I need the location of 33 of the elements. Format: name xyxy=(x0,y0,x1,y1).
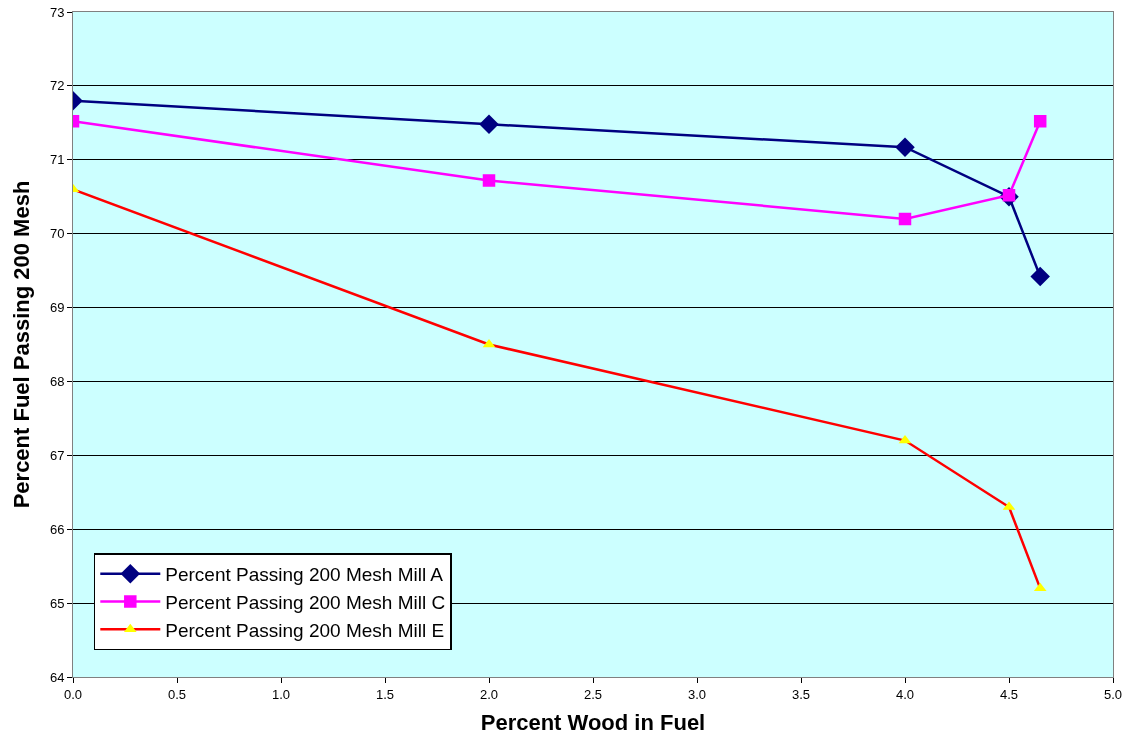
x-tick-label: 2.0 xyxy=(479,686,499,702)
y-tick-label: 72 xyxy=(49,78,65,94)
y-tick-label: 65 xyxy=(49,595,65,611)
y-tick-label: 70 xyxy=(49,226,65,242)
legend-label: Percent Passing 200 Mesh Mill E xyxy=(165,619,445,641)
y-tick-label: 68 xyxy=(49,373,65,389)
x-tick-label: 0.0 xyxy=(63,686,83,702)
x-tick-label: 4.5 xyxy=(999,686,1019,702)
x-tick-label: 1.0 xyxy=(271,686,291,702)
legend-label: Percent Passing 200 Mesh Mill C xyxy=(165,591,446,613)
x-tick-label: 4.0 xyxy=(895,686,915,702)
y-tick-label: 67 xyxy=(49,447,65,463)
x-tick-label: 5.0 xyxy=(1103,686,1123,702)
x-tick-label: 0.5 xyxy=(167,686,187,702)
x-tick-label: 3.5 xyxy=(791,686,811,702)
point xyxy=(895,137,915,157)
x-tick-label: 3.0 xyxy=(687,686,707,702)
y-tick-label: 69 xyxy=(49,300,65,316)
y-axis-title: Percent Fuel Passing 200 Mesh xyxy=(8,180,34,509)
point xyxy=(898,212,912,226)
legend-label: Percent Passing 200 Mesh Mill A xyxy=(165,564,444,586)
y-tick-label: 64 xyxy=(49,669,65,685)
point xyxy=(482,174,496,187)
point xyxy=(479,114,499,135)
y-tick-label: 66 xyxy=(49,521,65,537)
y-tick-label: 71 xyxy=(49,152,65,168)
x-tick-label: 2.5 xyxy=(583,686,603,702)
point xyxy=(1030,266,1050,287)
x-axis-title: Percent Wood in Fuel xyxy=(480,710,706,736)
point xyxy=(1033,115,1047,128)
x-tick-label: 1.5 xyxy=(375,686,395,702)
point xyxy=(1033,582,1047,592)
y-tick-label: 73 xyxy=(49,4,65,20)
